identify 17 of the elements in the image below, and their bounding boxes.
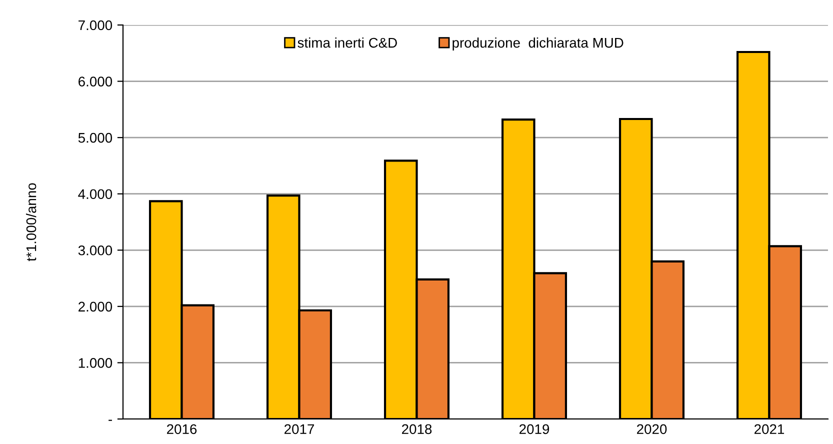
x-tick-label: 2021 bbox=[754, 424, 784, 434]
legend-label: produzione dichiarata MUD bbox=[452, 38, 624, 50]
y-tick-label: - bbox=[108, 420, 112, 421]
x-tick-label: 2019 bbox=[520, 424, 550, 434]
y-tick-label: 7.000 bbox=[78, 20, 112, 30]
y-tick-label: 5.000 bbox=[78, 132, 112, 143]
x-tick-label: 2020 bbox=[637, 424, 667, 434]
y-tick-label: 6.000 bbox=[78, 76, 112, 86]
y-tick-label: 3.000 bbox=[78, 245, 112, 256]
y-tick-label: 1.000 bbox=[78, 358, 112, 368]
y-tick-label: 4.000 bbox=[78, 189, 112, 200]
x-tick-label: 2018 bbox=[402, 424, 432, 434]
x-tick-label: 2016 bbox=[167, 424, 197, 434]
y-axis-title: t*1.000/anno bbox=[26, 183, 36, 262]
x-tick-label: 2017 bbox=[284, 424, 314, 434]
y-tick-label: 2.000 bbox=[78, 302, 112, 312]
legend-label: stima inerti C&D bbox=[298, 38, 397, 48]
